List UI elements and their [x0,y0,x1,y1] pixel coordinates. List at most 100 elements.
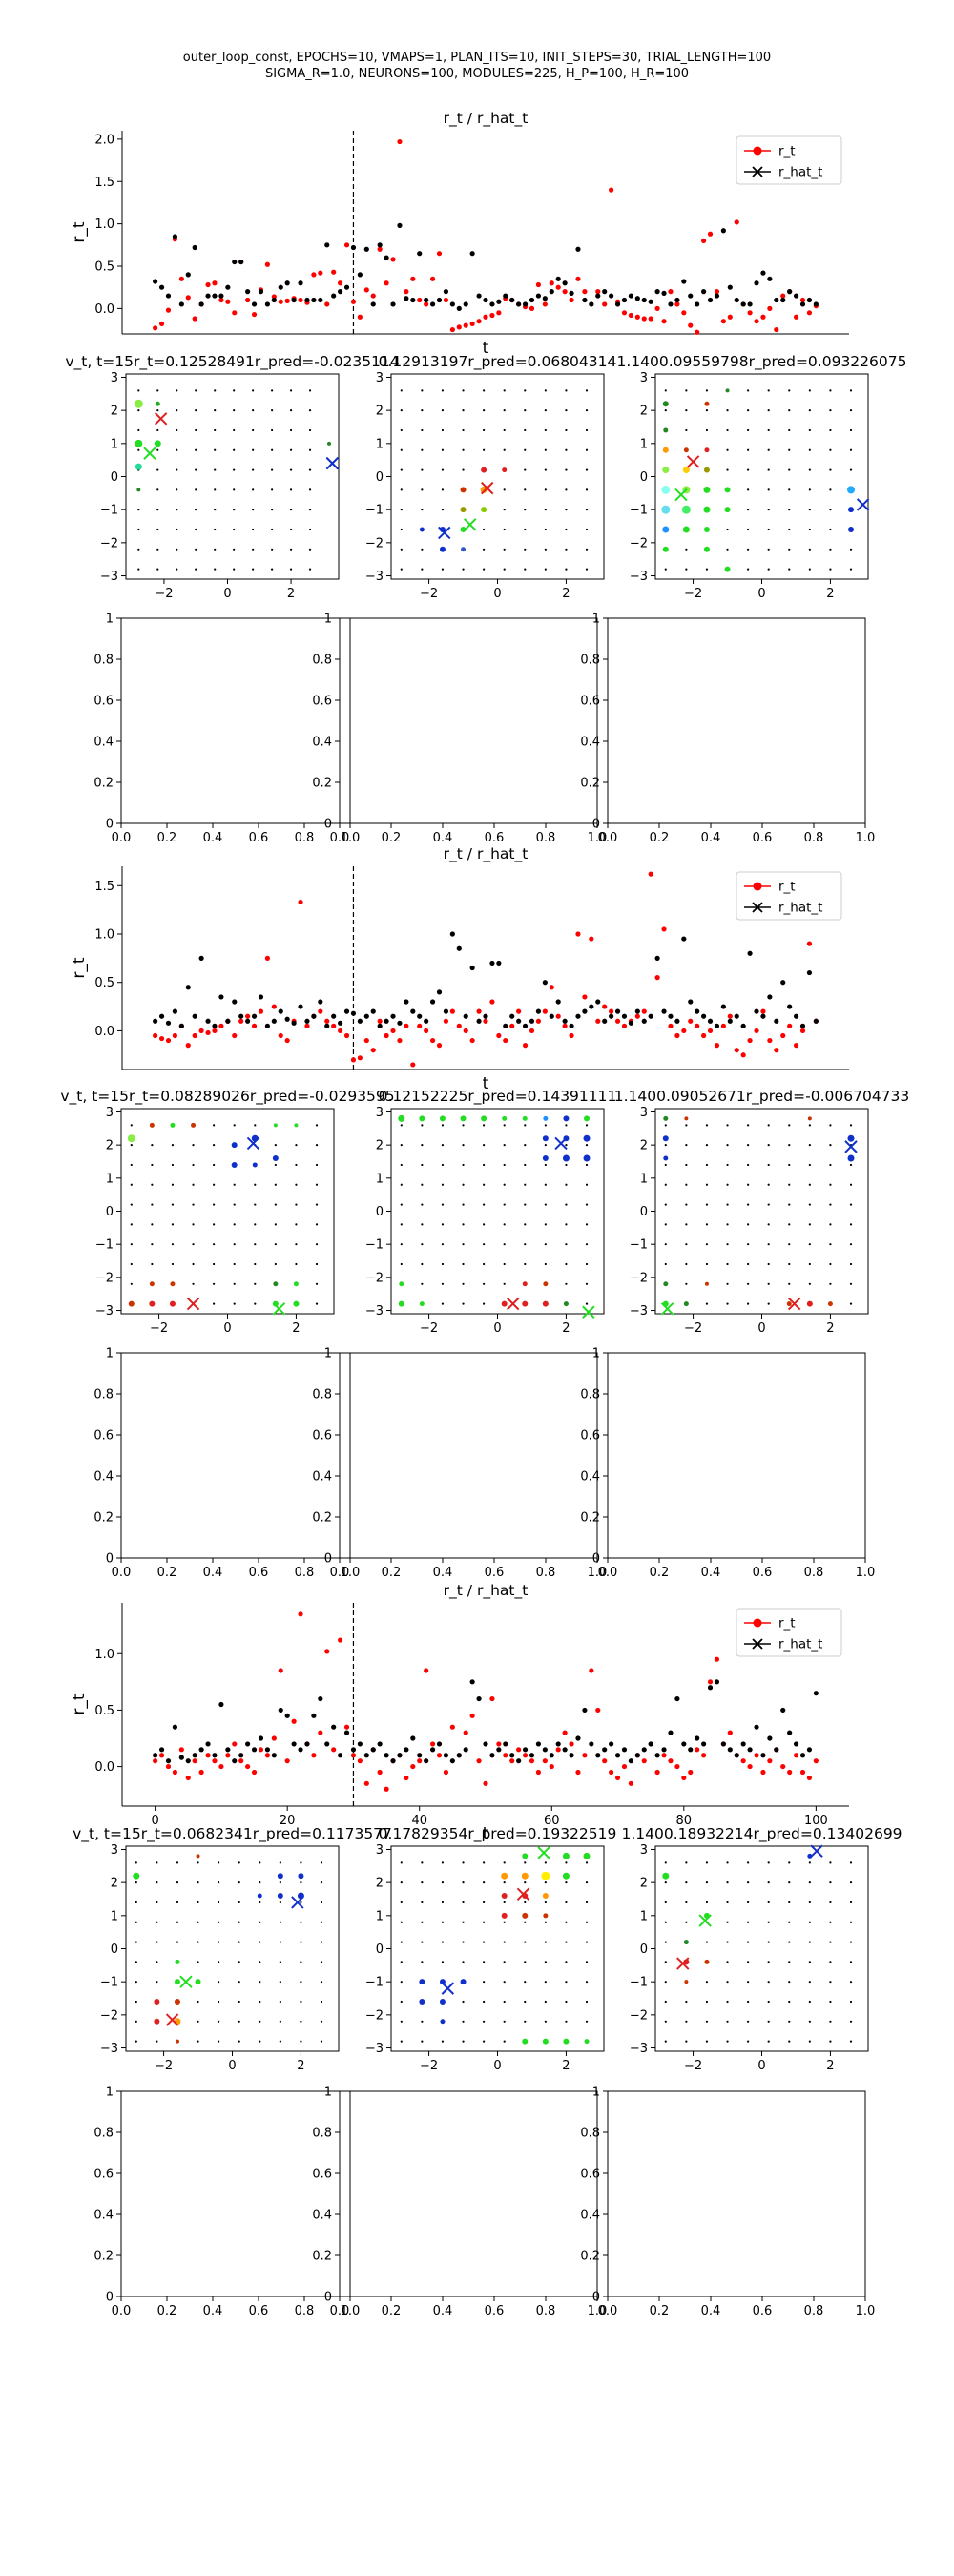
grid-dot [400,448,403,451]
x-tick-label: 0.6 [753,2304,773,2318]
data-point-r_hat_t [324,1741,330,1747]
grid-dot [585,1124,589,1127]
data-point-r_hat_t [198,301,204,307]
grid-dot [137,389,140,392]
data-point-r_hat_t [740,301,746,307]
data-point-r_t [377,246,383,252]
grid-dot [274,1144,277,1147]
grid-dot [400,1243,403,1246]
grid-dot [705,1901,709,1904]
data-point-r_hat_t [463,1013,468,1019]
grid-dot [462,389,465,392]
grid-dot [788,568,791,571]
data-point-r_hat_t [595,1753,601,1758]
grid-dot [135,2040,137,2043]
value-point [154,440,161,447]
value-point [174,1979,180,1985]
grid-dot [767,389,770,392]
value-point [502,467,508,473]
grid-dot [308,488,312,491]
grid-dot [747,1183,750,1186]
grid-dot [308,448,312,451]
grid-dot [483,1262,486,1266]
grid-dot [271,409,274,412]
grid-dot [213,1223,216,1226]
grid-dot [767,1243,770,1246]
data-point-r_t [767,1037,773,1044]
grid-dot [585,1163,589,1167]
grid-dot [849,448,853,451]
grid-dot [849,1921,853,1923]
grid-dot [135,1861,137,1864]
value-point [272,1155,279,1162]
data-point-r_hat_t [582,1008,588,1014]
grid-dot [218,1861,220,1864]
data-point-r_hat_t [522,1023,529,1028]
grid-dot [483,548,486,551]
subplot-title: r_t / r_hat_t [444,1582,529,1600]
grid-dot [544,1981,547,1984]
data-point-r_hat_t [429,301,436,307]
value-point [460,1979,467,1985]
data-point-r_t [410,276,416,281]
data-point-r_t [456,1023,462,1028]
data-point-r_hat_t [522,1747,529,1753]
y-tick-label: 0.6 [580,1429,600,1444]
grid-dot [767,1262,770,1266]
grid-dot [400,1981,403,1984]
data-point-r_hat_t [483,1013,488,1019]
grid-dot [565,509,568,511]
grid-dot [483,1881,486,1884]
data-point-r_t [674,1763,680,1770]
grid-dot [400,1901,403,1904]
data-point-r_t [542,1008,548,1014]
grid-dot [300,2040,302,2043]
y-tick-label: 0.2 [580,2250,600,2264]
data-point-r_hat_t [714,293,720,299]
data-point-r_hat_t [628,1758,634,1764]
data-point-r_t [549,985,554,990]
grid-dot [788,1861,791,1864]
grid-dot [233,509,236,511]
data-point-r_hat_t [648,1013,653,1019]
grid-dot [664,568,667,571]
grid-dot [565,1124,568,1127]
data-point-r_t [714,1043,720,1049]
grid-dot [135,2000,137,2004]
data-point-r_hat_t [318,999,323,1005]
x-tick-label: 0.2 [382,2304,402,2318]
x-tick-label: 0.0 [112,831,132,845]
data-point-r_hat_t [654,1753,660,1758]
grid-dot [156,488,159,491]
grid-dot [664,2000,667,2004]
grid-dot [829,448,832,451]
data-point-r_t [476,1758,482,1764]
grid-dot [192,1243,195,1246]
grid-dot [214,409,217,412]
y-tick-label: 0.6 [312,695,332,709]
data-point-r_t [695,1747,700,1753]
grid-dot [271,428,274,432]
data-point-r_hat_t [218,293,224,299]
grid-dot [726,1981,729,1984]
value-point [662,1872,670,1880]
grid-dot [137,409,140,412]
data-point-r_t [218,297,224,303]
grid-dot [808,1144,811,1147]
grid-dot [849,1302,853,1305]
data-point-r_t [489,1695,495,1702]
data-point-r_t [311,272,317,278]
y-tick-label: 0.8 [312,1388,332,1402]
data-point-r_t [654,305,660,311]
position-marker [325,456,340,470]
grid-dot [544,1144,547,1147]
data-point-r_hat_t [449,931,455,937]
grid-dot [320,2020,323,2023]
data-point-r_t [363,1780,369,1786]
y-tick-label: 1 [106,1347,114,1361]
legend-marker-r_hat_t [752,166,763,177]
x-tick-label: 0 [223,587,231,601]
grid-dot [705,568,709,571]
data-point-r_hat_t [476,293,482,299]
